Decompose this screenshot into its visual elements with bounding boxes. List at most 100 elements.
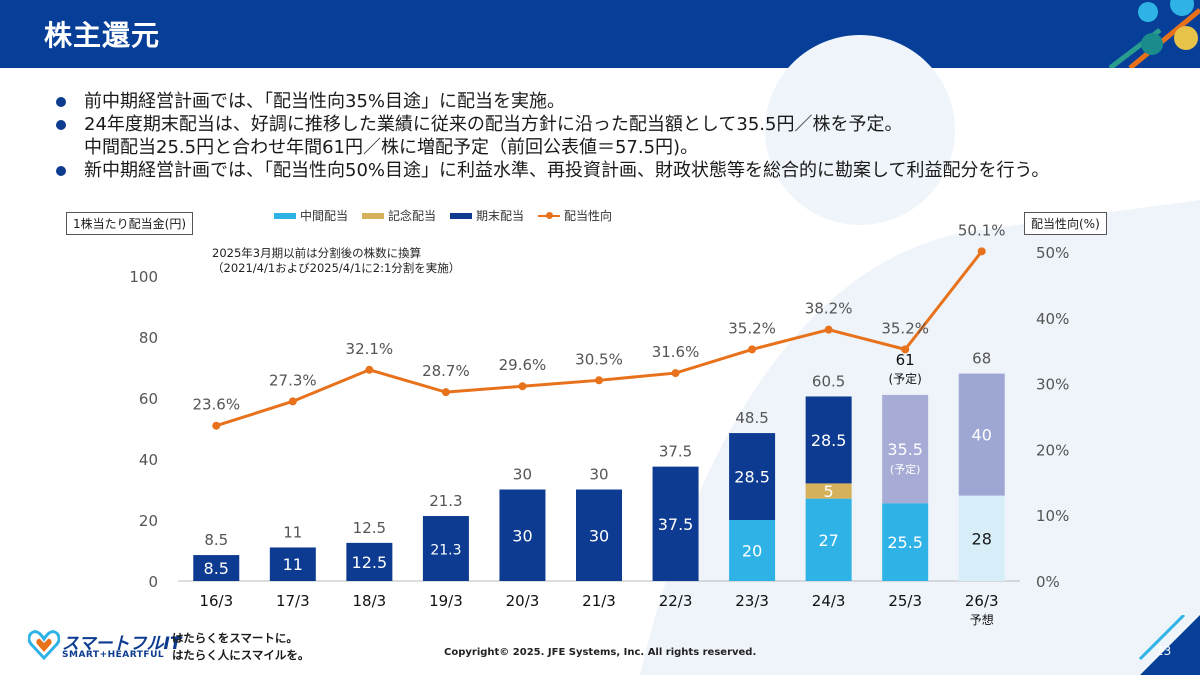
left-axis-title: 1株当たり配当金(円)	[66, 212, 193, 235]
bar-value-label: 25.5	[887, 533, 923, 552]
split-note: 2025年3月期以前は分割後の株数に換算 （2021/4/1および2025/4/…	[212, 246, 460, 276]
header-bar: 株主還元	[0, 0, 1200, 68]
payout-ratio-point	[824, 325, 833, 334]
payout-ratio-point	[671, 369, 680, 378]
payout-ratio-label: 29.6%	[499, 356, 547, 374]
x-tick-label: 19/3	[429, 592, 463, 610]
bar-year-end	[193, 555, 240, 581]
brand-subtitle: SMART+HEARTFUL	[62, 650, 165, 660]
bar-year-end	[652, 466, 699, 581]
bar-interim	[729, 520, 776, 581]
bar-year-end	[422, 516, 469, 581]
bar-interim	[958, 495, 1005, 581]
legend-swatch-commemorative	[362, 212, 385, 219]
bar-value-label: 21.3	[430, 543, 461, 559]
x-tick-label: 25/3	[888, 592, 922, 610]
x-tick-label: 16/3	[199, 592, 233, 610]
bar-value-label: 30	[589, 526, 609, 545]
bullet-list: 前中期経営計画では、「配当性向35%目途」に配当を実施。 24年度期末配当は、好…	[54, 90, 1174, 182]
corner-decoration	[1138, 615, 1200, 675]
legend-label: 配当性向	[564, 209, 613, 223]
bar-value-label: 27	[818, 531, 838, 550]
bar-value-label: 12.5	[352, 553, 388, 572]
bar-interim	[882, 503, 929, 581]
slogan: はたらくをスマートに。 はたらく人にスマイルを。	[172, 630, 309, 664]
bar-value-label: 35.5	[887, 440, 923, 459]
payout-ratio-point	[977, 247, 986, 256]
bar-total-label: 21.3	[429, 492, 462, 510]
bullet-item: 新中期経営計画では、「配当性向50%目途」に利益水準、再投資計画、財政状態等を総…	[54, 159, 1174, 182]
y-tick-right: 50%	[1036, 244, 1069, 262]
bullet-subtext: 中間配当25.5円と合わせ年間61円／株に増配予定（前回公表値＝57.5円)。	[84, 137, 699, 158]
bullet-text: 前中期経営計画では、「配当性向35%目途」に配当を実施。	[84, 91, 566, 112]
y-tick-left: 100	[129, 268, 158, 286]
bar-commemorative	[805, 483, 852, 499]
payout-ratio-point	[901, 345, 910, 354]
y-tick-right: 10%	[1036, 507, 1069, 525]
bar-total-label: 61	[896, 351, 915, 369]
y-tick-right: 20%	[1036, 441, 1069, 459]
x-tick-label: 23/3	[735, 592, 769, 610]
payout-ratio-line	[215, 250, 983, 428]
heart-logo-icon	[28, 630, 60, 660]
y-tick-right: 0%	[1036, 573, 1060, 591]
payout-ratio-label: 38.2%	[805, 300, 853, 318]
legend-swatch-year-end	[450, 212, 473, 219]
payout-ratio-label: 27.3%	[269, 371, 317, 389]
chart-legend: 中間配当 記念配当 期末配当 配当性向	[274, 207, 612, 224]
y-tick-left: 0	[148, 573, 158, 591]
bar-year-end	[499, 489, 546, 581]
bar-total-label: 68	[972, 350, 991, 368]
right-axis-title: 配当性向(%)	[1024, 212, 1107, 235]
legend-label: 中間配当	[300, 209, 349, 223]
forecast-tag: (予定)	[888, 371, 921, 386]
legend-year-end: 期末配当	[450, 207, 524, 224]
legend-swatch-ratio	[538, 211, 561, 219]
header-decoration	[1108, 0, 1200, 68]
bar-value-label: 37.5	[658, 515, 694, 534]
y-tick-left: 20	[139, 512, 158, 530]
x-tick-label: 20/3	[506, 592, 540, 610]
payout-ratio-point	[441, 388, 450, 397]
x-tick-label: 24/3	[812, 592, 846, 610]
bar-total-label: 8.5	[204, 531, 228, 549]
bar-year-end	[346, 542, 393, 581]
payout-ratio-point	[595, 376, 603, 385]
bullet-item: 前中期経営計画では、「配当性向35%目途」に配当を実施。	[54, 90, 1174, 113]
bullet-text: 24年度期末配当は、好調に推移した業績に従来の配当方針に沿った配当額として35.…	[84, 114, 903, 135]
copyright: Copyright© 2025. JFE Systems, Inc. All r…	[444, 647, 757, 658]
bar-value-label: 40	[972, 426, 992, 445]
bar-interim	[805, 498, 852, 581]
payout-ratio-label: 50.1%	[958, 221, 1006, 239]
split-note-line: （2021/4/1および2025/4/1に2:1分割を実施）	[212, 261, 461, 275]
legend-commemorative: 記念配当	[362, 207, 436, 224]
bullet-text: 新中期経営計画では、「配当性向50%目途」に利益水準、再投資計画、財政状態等を総…	[84, 160, 1050, 181]
legend-swatch-interim	[274, 212, 296, 219]
bar-total-label: 30	[589, 466, 608, 484]
x-tick-label: 21/3	[582, 592, 616, 610]
bar-total-label: 60.5	[812, 372, 845, 390]
payout-ratio-label: 30.5%	[575, 350, 623, 368]
payout-ratio-label: 23.6%	[192, 396, 240, 414]
forecast-tag: (予定)	[890, 462, 921, 476]
bar-year-end	[729, 433, 776, 520]
page-title: 株主還元	[44, 19, 161, 52]
payout-ratio-label: 28.7%	[422, 362, 470, 380]
bar-year-end	[882, 394, 929, 504]
payout-ratio-point	[365, 365, 374, 374]
legend-payout-ratio: 配当性向	[538, 207, 612, 224]
bar-total-label: 30	[513, 466, 532, 484]
page-number: 23	[1156, 644, 1172, 658]
bar-value-label: 28.5	[734, 468, 770, 487]
bar-value-label: 30	[512, 526, 532, 545]
payout-ratio-point	[288, 397, 297, 406]
y-tick-left: 40	[139, 451, 158, 469]
slogan-line: はたらくをスマートに。	[172, 631, 298, 645]
bar-value-label: 5	[824, 482, 834, 501]
x-tick-label: 26/3	[965, 592, 999, 610]
x-tick-label: 18/3	[353, 592, 387, 610]
payout-ratio-point	[748, 345, 757, 354]
bar-total-label: 11	[283, 523, 302, 541]
legend-label: 期末配当	[476, 209, 525, 223]
